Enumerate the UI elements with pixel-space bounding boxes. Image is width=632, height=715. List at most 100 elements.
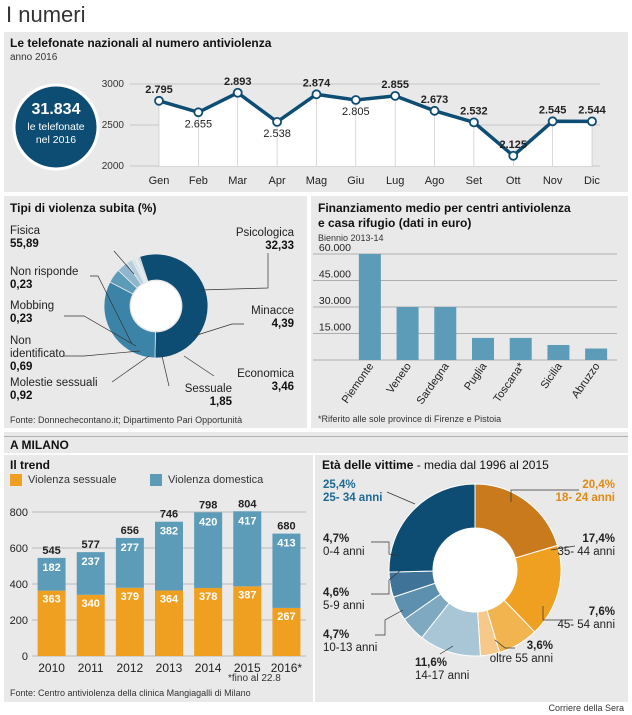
- slice-name: Minacce: [251, 305, 294, 317]
- legend-label-domestica: Violenza domestica: [168, 474, 264, 486]
- calls-line-chart: 31.834 le telefonate nel 2016 3000 2500 20…: [12, 76, 607, 187]
- calls-badge-line2: nel 2016: [36, 134, 76, 146]
- donut-slice: [137, 256, 149, 283]
- bar-domestica: [115, 537, 144, 588]
- value-label-sessuale: 379: [121, 591, 139, 603]
- x-tick-label: Giu: [347, 175, 364, 187]
- slice-value: 0,69: [10, 361, 32, 373]
- slice-value: 1,85: [210, 396, 233, 408]
- value-label-domestica: 237: [82, 556, 100, 568]
- trend-title: Il trend: [10, 458, 51, 472]
- y-tick-label: 60.000: [319, 242, 351, 254]
- divider: [4, 453, 628, 455]
- slice-value: 55,89: [10, 238, 39, 250]
- funding-bar: [434, 307, 457, 360]
- line-point: [429, 105, 440, 116]
- line-point: [390, 90, 401, 101]
- value-label-sessuale: 340: [82, 598, 100, 610]
- slice-name: 10-13 anni: [323, 642, 377, 654]
- data-label: 2.673: [421, 94, 449, 106]
- leader-line: [375, 609, 404, 636]
- slice-percent: 17,4%: [582, 533, 615, 545]
- x-tick-label: 2011: [78, 661, 104, 675]
- slice-percent: 4,7%: [323, 533, 349, 545]
- bar-sessuale: [194, 587, 223, 656]
- line-point: [272, 116, 282, 127]
- leader-line: [64, 315, 137, 347]
- line-area: [159, 92, 592, 166]
- x-tick-label: 2016*: [271, 661, 303, 675]
- leader-line: [371, 541, 400, 557]
- slice-name: Economica: [237, 368, 294, 380]
- slice-percent: 7,6%: [589, 606, 615, 618]
- leader-line: [111, 355, 150, 383]
- slice-name: oltre 55 anni: [490, 653, 553, 665]
- credit: Corriere della Sera: [548, 703, 624, 713]
- total-label: 545: [42, 545, 60, 557]
- bar-sessuale: [37, 590, 66, 656]
- trend-stacked-bar-chart: 800 600 400 200 0 363 182 545 2010 340 237 577 2011…: [10, 498, 306, 675]
- slice-name: 45- 54 anni: [557, 619, 615, 631]
- slice-value: 0,23: [10, 313, 32, 325]
- leader-line: [64, 350, 141, 357]
- slice-value: 32,33: [265, 240, 294, 252]
- x-tick-label: Dic: [584, 175, 600, 187]
- leader-line: [193, 323, 244, 337]
- y-tick-label: 30.000: [319, 295, 351, 307]
- x-tick-label: Feb: [189, 175, 208, 187]
- leader-line: [113, 250, 135, 275]
- calls-subtitle: anno 2016: [10, 52, 58, 63]
- y-tick-label: 3000: [102, 79, 125, 90]
- slice-percent: 11,6%: [415, 657, 447, 669]
- line-point: [350, 95, 361, 105]
- bar-domestica: [272, 533, 301, 608]
- slice-percent: 4,6%: [323, 587, 349, 599]
- divider: [4, 436, 628, 437]
- x-tick-label: Piemonte: [340, 361, 376, 406]
- x-tick-label: 2014: [195, 661, 222, 675]
- value-label-sessuale: 363: [42, 594, 60, 606]
- slice-name: 35- 44 anni: [557, 546, 615, 558]
- leader-line: [494, 639, 515, 649]
- bar-domestica: [155, 521, 183, 591]
- bar-domestica: [233, 511, 262, 587]
- slice-name: 0-4 anni: [323, 546, 365, 558]
- legend-label-sessuale: Violenza sessuale: [28, 474, 117, 486]
- donut-hole: [433, 528, 517, 612]
- slice-name: identificato: [10, 348, 65, 360]
- y-tick-label: 400: [10, 579, 28, 591]
- page-title: I numeri: [6, 2, 86, 27]
- calls-badge: [12, 83, 100, 171]
- line-point: [587, 116, 597, 127]
- funding-title-line2: e casa rifugio (dati in euro): [318, 216, 472, 230]
- leader-line: [542, 606, 573, 621]
- funding-bar: [358, 254, 381, 360]
- value-label-sessuale: 364: [160, 593, 179, 605]
- bar-sessuale: [155, 590, 183, 656]
- slice-value: 0,92: [10, 390, 32, 402]
- total-label: 798: [199, 499, 217, 511]
- data-label: 2.893: [224, 76, 252, 88]
- x-tick-label: 2015: [234, 661, 261, 675]
- slice-name: Non: [10, 335, 31, 347]
- total-label: 746: [160, 509, 178, 521]
- x-tick-label: Abruzzo: [570, 361, 603, 401]
- x-tick-label: Set: [466, 175, 483, 187]
- line-point: [232, 87, 243, 98]
- age-title: Età delle vittime - media dal 1996 al 20…: [322, 458, 549, 472]
- x-tick-label: Sardegna: [415, 360, 453, 407]
- line-point: [311, 89, 322, 100]
- leader-line: [183, 355, 215, 377]
- x-tick-label: Ott: [506, 175, 521, 187]
- legend-swatch-sessuale: [10, 474, 22, 486]
- trend-source: Fonte: Centro antiviolenza della clinica…: [10, 688, 251, 698]
- slice-name: Sessuale: [185, 383, 232, 395]
- total-label: 656: [121, 525, 139, 537]
- value-label-domestica: 420: [199, 516, 217, 528]
- bar-sessuale: [115, 587, 144, 656]
- leader-line: [199, 253, 269, 291]
- data-label: 2.795: [145, 84, 173, 96]
- total-label: 577: [82, 539, 100, 551]
- data-label: 2.805: [342, 106, 370, 118]
